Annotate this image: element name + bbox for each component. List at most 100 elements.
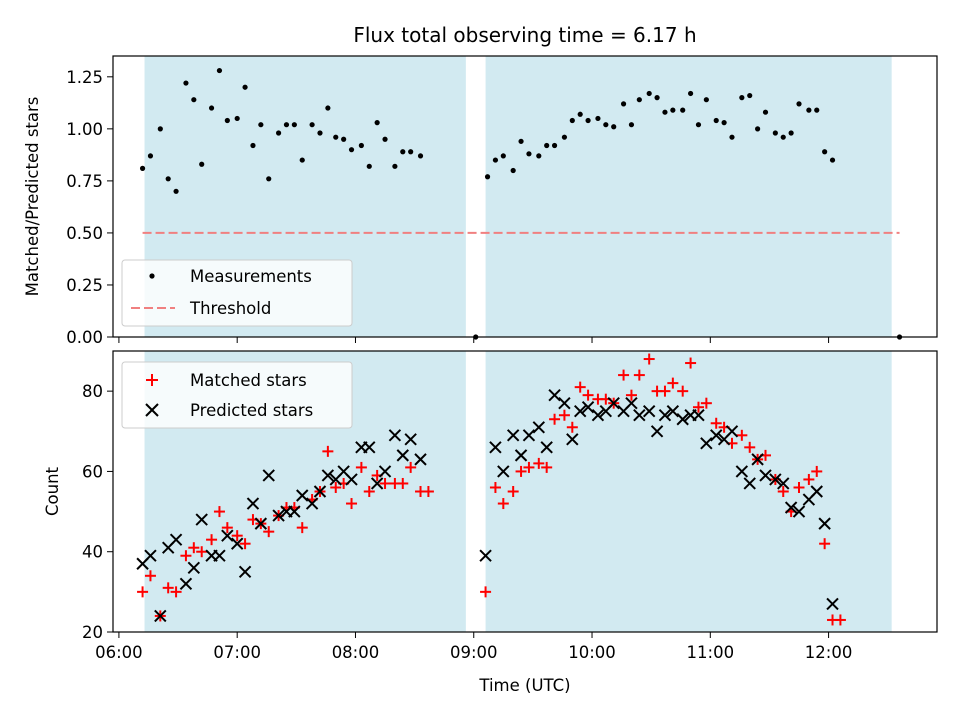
measurements-point [208,105,215,111]
predicted-stars-point [213,549,226,562]
predicted-stars-point [370,477,384,490]
predicted-stars-point [169,533,183,546]
y-tick-label: 1.00 [66,120,103,139]
y-tick-label: 0.25 [66,276,103,295]
bottom-legend: Matched stars Predicted stars [121,361,353,429]
measurements-point [829,157,836,163]
predicted-stars-point [818,517,831,530]
measurements-point [654,95,660,101]
measurements-point [250,142,256,149]
measurements-point [585,117,591,124]
measurements-point [695,122,702,128]
predicted-stars-point [396,449,409,462]
matched-stars-point [196,546,208,558]
legend-predicted-label: Predicted stars [190,401,313,420]
measurements-point [147,153,154,159]
matched-stars-point [574,381,586,393]
measurements-point [561,134,568,140]
predicted-stars-point [642,405,656,418]
predicted-stars-point [404,433,417,446]
legend-measurements-marker [149,273,155,279]
matched-stars-point [497,498,509,510]
predicted-stars-point [676,413,689,426]
legend-matched-label: Matched stars [190,371,307,390]
predicted-stars-point [725,425,739,438]
predicted-stars-point [666,405,680,418]
matched-stars-point [643,353,655,365]
measurements-point [755,126,761,132]
measurements-point [266,176,272,182]
matched-stars-point [515,465,527,477]
x-tick-label: 07:00 [213,643,261,662]
x-tick-label: 06:00 [95,643,143,662]
predicted-stars-point [650,425,664,438]
measurements-point [382,136,388,142]
measurements-point [348,147,355,153]
measurements-point [536,153,542,159]
top-data-marks [139,67,903,340]
matched-stars-point [777,486,789,497]
shaded-interval [485,56,892,337]
bottom-y-ticks: 20 40 60 80 [82,382,113,642]
measurements-point [199,161,205,167]
matched-stars-point [213,506,225,518]
predicted-stars-point [506,429,520,442]
measurements-point [526,151,532,157]
measurements-point [703,97,709,103]
predicted-stars-point [246,497,260,510]
bottom-legend-box [121,361,353,429]
predicted-stars-point [625,396,638,410]
predicted-stars-point [633,409,646,422]
measurements-point [392,163,398,169]
measurements-point [595,115,601,122]
predicted-stars-point [305,497,319,510]
top-legend-box [121,259,353,327]
legend-threshold-label: Threshold [189,299,271,318]
matched-stars-point [811,465,823,477]
matched-stars-point [397,477,409,489]
measurements-point [687,90,694,97]
measurements-point [713,117,719,124]
measurements-point [822,149,828,155]
measurements-point [275,130,282,136]
matched-stars-point [558,409,570,421]
top-legend: Measurements Threshold [121,259,353,327]
measurements-point [739,95,745,101]
measurements-point [680,107,686,113]
predicted-stars-point [710,429,723,442]
measurements-point [646,90,652,97]
matched-stars-point [355,461,367,473]
matched-stars-point [507,486,519,497]
y-tick-label: 0.00 [66,328,103,347]
predicted-stars-point [296,489,309,502]
measurements-point [569,117,575,124]
matched-stars-point [296,522,308,534]
measurements-point [234,115,240,122]
y-tick-label: 40 [82,543,103,562]
measurements-point [510,167,516,174]
measurements-point [417,153,424,159]
matched-stars-point [700,397,712,409]
measurements-point [139,165,146,171]
measurements-point [806,107,812,113]
matched-stars-point [736,429,748,441]
x-tick-label: 09:00 [450,643,498,662]
predicted-stars-point [581,400,595,414]
matched-stars-point [803,473,815,485]
predicted-stars-point [573,405,587,418]
matched-stars-point [541,461,553,473]
matched-stars-point [582,389,594,401]
measurements-point [628,122,635,128]
measurements-point [762,109,769,115]
predicted-stars-point [777,477,790,490]
matched-stars-point [263,526,275,538]
predicted-stars-point [751,453,764,466]
matched-stars-point [346,498,358,510]
matched-stars-point [566,421,578,433]
measurements-point [780,134,786,140]
matched-stars-point [685,357,697,369]
predicted-stars-point [479,549,492,562]
measurements-point [577,111,583,117]
matched-stars-point [710,417,722,429]
measurements-point [341,136,347,142]
